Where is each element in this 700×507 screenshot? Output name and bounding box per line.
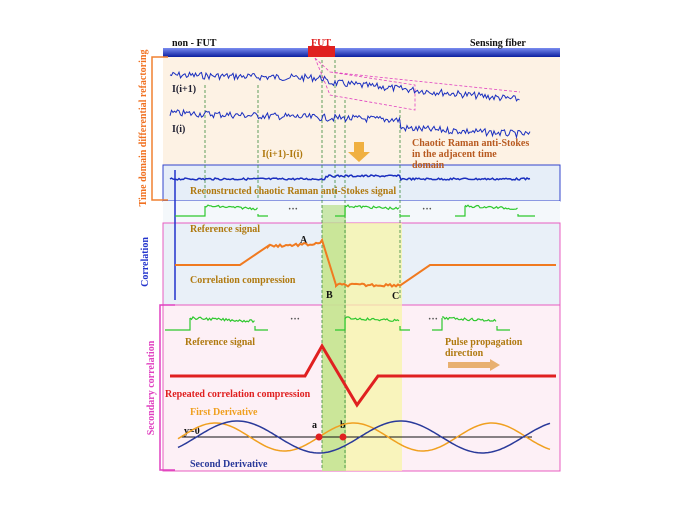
ellipsis: ···: [422, 204, 432, 215]
reference-pulse: [442, 316, 497, 322]
down-arrow: [348, 142, 370, 162]
adjacent-label: domain: [412, 160, 445, 171]
adjacent-label: Chaotic Raman anti-Stokes: [412, 138, 529, 149]
first-derivative: [177, 422, 551, 452]
section-label: Time domain differential refactoring: [138, 50, 149, 207]
adjacent-label: in the adjacent time: [412, 149, 497, 160]
window-box: [314, 57, 521, 111]
section-label: Secondary correlation: [146, 340, 157, 435]
noisy-trace: [169, 108, 531, 140]
reference-pulse: [344, 316, 400, 322]
reference-pulse: [189, 316, 255, 324]
reference-label: Reference signal: [190, 224, 260, 235]
reconstructed-panel: [162, 164, 561, 202]
second-derivative: [177, 420, 551, 454]
zero-point: [315, 433, 323, 441]
fiber-left-label: non - FUT: [172, 38, 217, 49]
reference-edge: [165, 318, 510, 331]
reconstructed-trace: [169, 174, 531, 182]
fut-label: FUT: [311, 38, 331, 49]
direction-label: direction: [445, 348, 484, 359]
point-label: a: [312, 420, 317, 431]
fut-band: [322, 205, 346, 471]
fiber-right-label: Sensing fiber: [470, 38, 526, 49]
reference-pulse: [204, 204, 258, 211]
ellipses: ··· ··· ··· ···: [288, 204, 438, 325]
traces: [165, 70, 556, 454]
fiber-bar: [163, 48, 560, 57]
first-derivative-label: First Derivative: [190, 407, 258, 418]
ellipsis: ···: [288, 204, 298, 215]
reconstructed-label: Reconstructed chaotic Raman anti-Stokes …: [190, 186, 396, 197]
noisy-trace: [169, 70, 520, 102]
repeated-correlation: [170, 343, 556, 408]
section-label: Correlation: [140, 237, 151, 287]
point-label: A: [300, 235, 308, 246]
reference-panel: [163, 201, 560, 223]
reference-pulse: [345, 204, 400, 211]
reference-pulse: [464, 204, 518, 211]
difference-label: I(i+1)-I(i): [262, 149, 303, 160]
second-derivative-label: Second Derivative: [190, 459, 268, 470]
direction-label: Pulse propagation: [445, 337, 523, 348]
bracket: [159, 304, 175, 471]
bracket: [151, 56, 168, 201]
zero-point: [339, 433, 347, 441]
correlation-label: Correlation compression: [190, 275, 296, 286]
ellipsis: ···: [290, 314, 300, 325]
point-label: C: [392, 291, 399, 302]
direction-arrow: [448, 359, 500, 371]
point-label: b: [340, 420, 346, 431]
zero-label: y=0: [184, 426, 200, 437]
trace-label: I(i+1): [172, 84, 196, 95]
fut-segment: [308, 46, 335, 57]
ellipsis: ···: [428, 314, 438, 325]
point-label: B: [326, 290, 333, 301]
correlation-trace: [175, 237, 556, 289]
reference-label: Reference signal: [185, 337, 255, 348]
repeated-label: Repeated correlation compression: [165, 389, 311, 400]
trace-label: I(i): [172, 124, 185, 135]
reference-edge: [175, 206, 535, 217]
